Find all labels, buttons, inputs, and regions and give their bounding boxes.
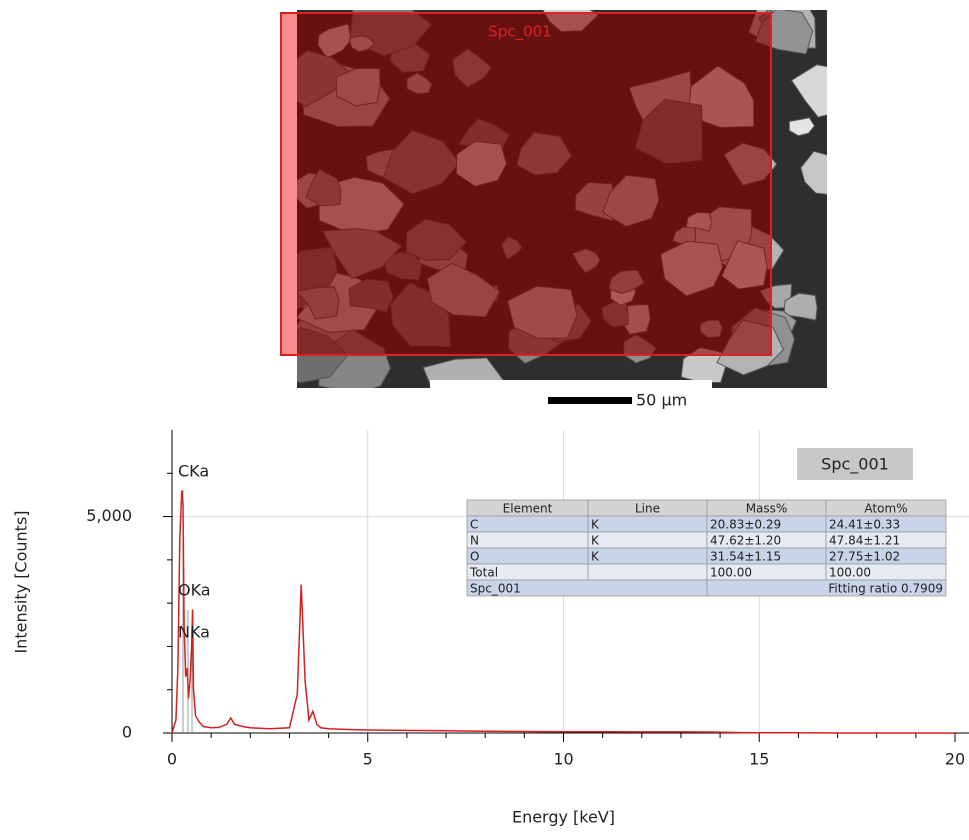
table-cell [467,516,588,532]
x-axis-label: Energy [keV] [512,808,615,827]
table-header: Element [503,502,553,516]
table-cell-text: 100.00 [710,566,752,580]
table-header: Mass% [746,502,788,516]
scale-bar [548,397,632,404]
table-cell-text: 24.41±0.33 [829,518,900,532]
region-overlay-edge [281,13,297,355]
table-cell-text: K [591,550,600,564]
y-tick-label: 5,000 [86,506,132,525]
table-cell [467,532,588,548]
y-tick-label: 0 [122,723,132,742]
table-cell-text: N [470,534,479,548]
table-cell-text: C [470,518,478,532]
region-label: Spc_001 [488,23,551,42]
table-cell-text: Total [469,566,498,580]
x-tick-label: 20 [945,750,965,769]
spectrum-label: Spc_001 [821,455,889,475]
table-cell [588,564,707,580]
peak-label: OKa [178,581,211,600]
spectrum-chart: 0 5 10 15 20 0 5,000 Energy [keV] Intensity [Cou… [12,430,969,827]
table-cell [467,548,588,564]
scale-bar-label: 50 µm [636,391,687,410]
table-cell-text: K [591,518,600,532]
peak-label: NKa [178,623,210,642]
x-tick-label: 0 [167,750,177,769]
table-cell-text: 47.62±1.20 [710,534,781,548]
x-tick-label: 10 [553,750,573,769]
table-cell [588,548,707,564]
table-footer: Fitting ratio 0.7909 [828,582,943,596]
table-cell-text: 27.75±1.02 [829,550,900,564]
table-cell [588,532,707,548]
x-tick-label: 15 [749,750,769,769]
table-cell-text: 100.00 [829,566,871,580]
table-header: Atom% [864,502,907,516]
region-overlay [297,13,771,355]
peak-label: CKa [178,462,209,481]
table-header: Line [635,502,660,516]
table-cell-text: O [470,550,479,564]
table-cell-text: 47.84±1.21 [829,534,900,548]
table-cell-text: 31.54±1.15 [710,550,781,564]
table-cell-text: 20.83±0.29 [710,518,781,532]
table-cell [588,516,707,532]
table-cell-text: K [591,534,600,548]
y-axis-label: Intensity [Counts] [12,510,31,653]
x-tick-label: 5 [363,750,373,769]
table-footer: Spc_001 [470,582,521,596]
